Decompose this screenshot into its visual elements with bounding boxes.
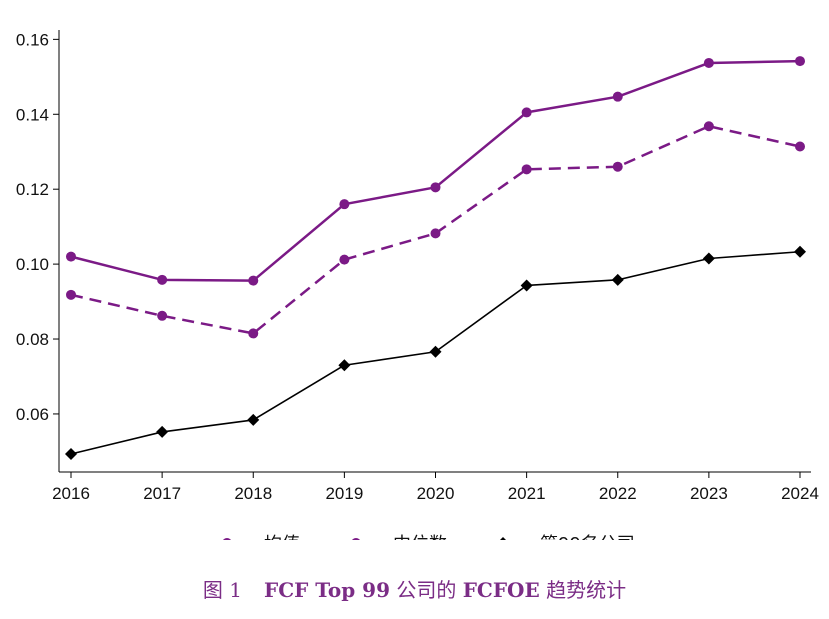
y-tick-label: 0.16 xyxy=(16,30,49,49)
data-point xyxy=(66,251,76,262)
data-point xyxy=(65,448,77,461)
data-point xyxy=(521,164,532,175)
data-point xyxy=(156,425,169,438)
legend-item-3: 第99名公司 xyxy=(500,534,635,540)
legend-marker xyxy=(500,537,506,540)
series-layer xyxy=(65,56,806,461)
caption-part-1: FCF Top 99 xyxy=(264,578,391,602)
data-point xyxy=(795,56,805,67)
figure-caption: 图 1 FCF Top 99 公司的 FCFOE 趋势统计 xyxy=(0,574,829,603)
data-point xyxy=(794,245,806,258)
y-tick-label: 0.06 xyxy=(16,405,49,424)
caption-part-3: FCFOE xyxy=(462,578,540,602)
x-tick-label: 2019 xyxy=(325,484,363,503)
data-point xyxy=(430,228,441,239)
chart: 0.06 0.08 0.10 0.12 0.14 0.16 2016 2017 2018 2019… xyxy=(16,30,819,540)
series-3 xyxy=(65,245,806,461)
data-point xyxy=(702,252,715,265)
x-tick-label: 2017 xyxy=(143,484,181,503)
data-point xyxy=(248,328,259,339)
legend-label: 均值 xyxy=(264,534,300,540)
legend: 均值 中位数 第99名公司 xyxy=(223,534,635,540)
y-tick-label: 0.08 xyxy=(16,330,49,349)
caption-figure-number: 图 1 xyxy=(202,578,243,602)
data-point xyxy=(247,413,260,426)
y-tick-label: 0.10 xyxy=(16,255,49,274)
caption-part-4: 趋势统计 xyxy=(539,578,627,602)
legend-item-2: 中位数 xyxy=(352,534,447,540)
axes: 0.06 0.08 0.10 0.12 0.14 0.16 2016 2017 2018 2019… xyxy=(16,30,819,503)
data-point xyxy=(612,91,623,102)
series-line xyxy=(70,59,801,282)
data-point xyxy=(703,57,714,68)
data-point xyxy=(338,359,351,372)
caption-part-2: 公司的 xyxy=(390,578,463,602)
series-line xyxy=(70,125,801,335)
x-tick-label: 2024 xyxy=(781,484,819,503)
y-tick-label: 0.12 xyxy=(16,180,49,199)
data-point xyxy=(611,273,624,286)
data-point xyxy=(248,275,259,286)
data-point xyxy=(612,161,623,172)
x-tick-label: 2022 xyxy=(599,484,637,503)
x-tick-label: 2018 xyxy=(234,484,272,503)
x-tick-label: 2021 xyxy=(508,484,546,503)
data-point xyxy=(339,254,350,265)
legend-item-1: 均值 xyxy=(223,534,300,540)
legend-label: 第99名公司 xyxy=(540,534,635,540)
data-point xyxy=(703,121,714,132)
legend-marker xyxy=(223,538,231,540)
series-1 xyxy=(66,56,805,286)
data-point xyxy=(520,279,533,292)
x-tick-label: 2023 xyxy=(690,484,728,503)
data-point xyxy=(795,141,805,152)
data-point xyxy=(521,107,532,118)
data-point xyxy=(66,289,76,300)
data-point xyxy=(430,182,441,193)
data-point xyxy=(339,199,350,210)
series-2 xyxy=(66,121,805,339)
x-tick-label: 2020 xyxy=(417,484,455,503)
legend-label: 中位数 xyxy=(393,534,447,540)
data-point xyxy=(157,310,168,321)
x-tick-label: 2016 xyxy=(52,484,90,503)
legend-marker xyxy=(352,538,360,540)
data-point xyxy=(429,345,442,358)
data-point xyxy=(157,274,168,285)
y-tick-label: 0.14 xyxy=(16,105,49,124)
